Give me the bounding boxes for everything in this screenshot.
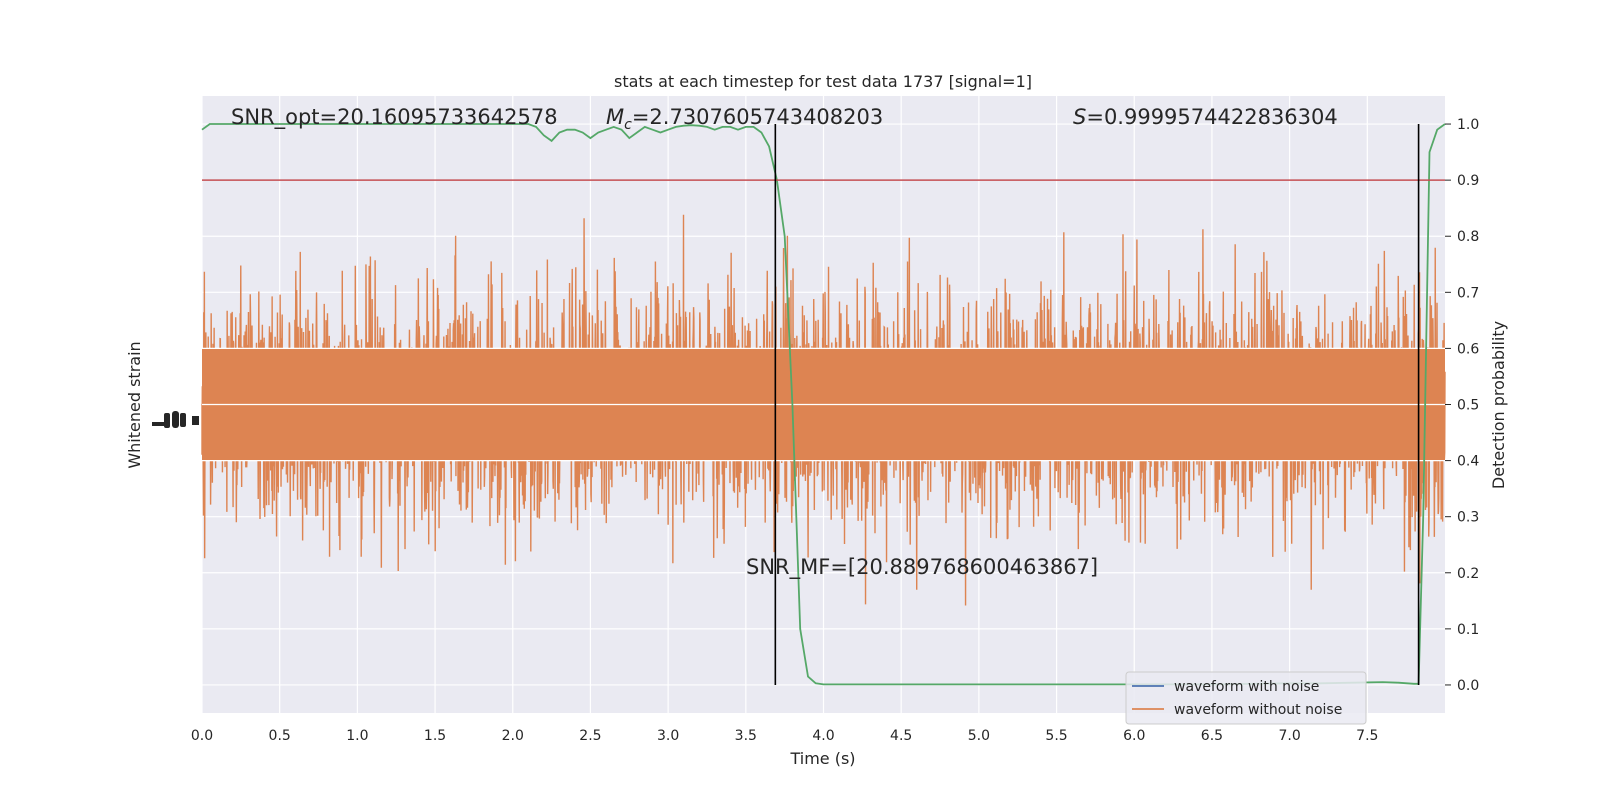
- y-tick-label: 0.2: [1457, 566, 1479, 582]
- y-axis-left-label: Whitened strain: [125, 341, 144, 468]
- x-tick-label: 7.0: [1278, 728, 1300, 744]
- x-tick-label: 3.5: [735, 728, 757, 744]
- y-tick-label: 0.6: [1457, 341, 1479, 357]
- annotation-mc-subscript: c: [624, 117, 632, 133]
- annotation-s-value: =0.9999574422836304: [1086, 105, 1337, 129]
- annotation-snr-mf: SNR_MF=[20.889768600463867]: [746, 555, 1098, 580]
- x-tick-label: 7.5: [1356, 728, 1378, 744]
- y-tick-label: 1.0: [1457, 117, 1479, 133]
- x-tick-label: 5.5: [1045, 728, 1067, 744]
- vertical-markers: [774, 124, 1420, 685]
- legend-label-waveform-without-noise: waveform without noise: [1174, 702, 1342, 718]
- y-tick-label: 0.3: [1457, 510, 1479, 526]
- x-tick-label: 0.5: [269, 728, 291, 744]
- x-tick-label: 4.0: [812, 728, 834, 744]
- annotation-s-score: S=0.9999574422836304: [1073, 105, 1338, 129]
- y-tick-label: 0.1: [1457, 622, 1479, 638]
- y-tick-label: 0.5: [1457, 398, 1479, 414]
- x-tick-label: 4.5: [890, 728, 912, 744]
- legend: waveform with noise waveform without noi…: [1125, 671, 1367, 725]
- annotation-mc-symbol: M: [606, 105, 624, 129]
- y-tick-label: 0.4: [1457, 454, 1479, 470]
- legend-box: [1125, 671, 1367, 725]
- x-axis-label: Time (s): [789, 749, 855, 768]
- y-tick-label: 0.7: [1457, 285, 1479, 301]
- y-tick-label: 0.8: [1457, 229, 1479, 245]
- x-tick-label: 3.0: [657, 728, 679, 744]
- y-tick-label: 0.9: [1457, 173, 1479, 189]
- x-tick-label: 2.5: [579, 728, 601, 744]
- x-tick-label: 2.0: [502, 728, 524, 744]
- x-tick-label: 1.5: [424, 728, 446, 744]
- annotation-chirp-mass: Mc=2.7307605743408203: [606, 105, 883, 133]
- annotation-s-symbol: S: [1073, 105, 1086, 129]
- chart-title: stats at each timestep for test data 173…: [614, 72, 1032, 91]
- annotation-snr-opt: SNR_opt=20.16095733642578: [231, 105, 558, 130]
- x-tick-label: 6.0: [1123, 728, 1145, 744]
- y-tick-label: 0.0: [1457, 678, 1479, 694]
- x-tick-label: 6.5: [1201, 728, 1223, 744]
- series-waveform-without-noise: [201, 214, 1446, 606]
- y-axis-right-label: Detection probability: [1489, 321, 1508, 489]
- annotation-mc-value: =2.7307605743408203: [632, 105, 883, 129]
- y-axis-right: 0.0 0.1 0.2 0.3 0.4 0.5 0.6 0.7 0.8 0.9 1.0: [1445, 117, 1479, 694]
- left-axis-clutter-icon: [152, 411, 199, 428]
- x-tick-label: 1.0: [346, 728, 368, 744]
- x-axis: 0.0 0.5 1.0 1.5 2.0 2.5 3.0 3.5 4.0 4.5 5.0 5.5 6.0 6…: [191, 728, 1379, 744]
- x-tick-label: 0.0: [191, 728, 213, 744]
- x-tick-label: 5.0: [968, 728, 990, 744]
- legend-label-waveform-with-noise: waveform with noise: [1174, 679, 1319, 695]
